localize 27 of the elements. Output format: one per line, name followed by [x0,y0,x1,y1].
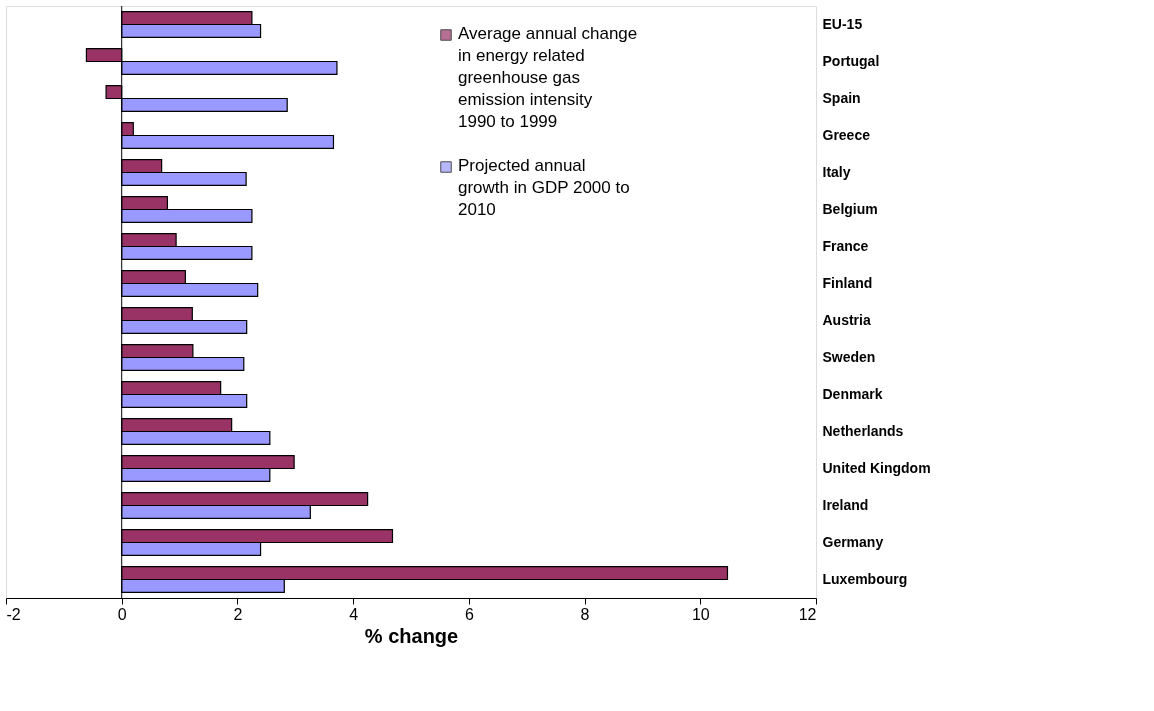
y-tick-label: Spain [822,89,861,106]
y-tick-label: Portugal [822,52,880,69]
y-tick-label: Sweden [822,348,876,365]
y-tick-label: EU-15 [822,15,863,32]
y-tick-label: Germany [822,533,884,550]
y-tick-label: Finland [822,274,873,291]
y-tick-label: Luxembourg [822,570,908,587]
x-axis-title: % change [364,624,459,647]
y-tick-label: Netherlands [822,422,904,439]
x-tick-label: 0 [117,605,127,623]
x-tick-label: 2 [233,605,243,623]
y-tick-label: Italy [822,163,851,180]
x-tick-label: 12 [798,605,817,623]
legend-label: Projected annual growth in GDP 2000 to 2010 [458,156,630,219]
y-tick-label: Greece [822,126,871,143]
x-tick-label: 10 [691,605,710,623]
y-tick-label: France [822,237,869,254]
y-tick-label: Ireland [822,496,869,513]
y-tick-label: Belgium [822,200,878,217]
y-tick-label: United Kingdom [822,459,931,476]
x-tick-label: 8 [580,605,590,623]
legend-label: Average annual change in energy related greenhouse gas emission intensity 1990 to 1999 [458,24,638,131]
x-tick-label: 6 [464,605,474,623]
x-tick-label: -2 [6,605,21,623]
y-tick-label: Austria [822,311,871,328]
y-tick-label: Denmark [822,385,883,402]
x-tick-label: 4 [349,605,359,623]
